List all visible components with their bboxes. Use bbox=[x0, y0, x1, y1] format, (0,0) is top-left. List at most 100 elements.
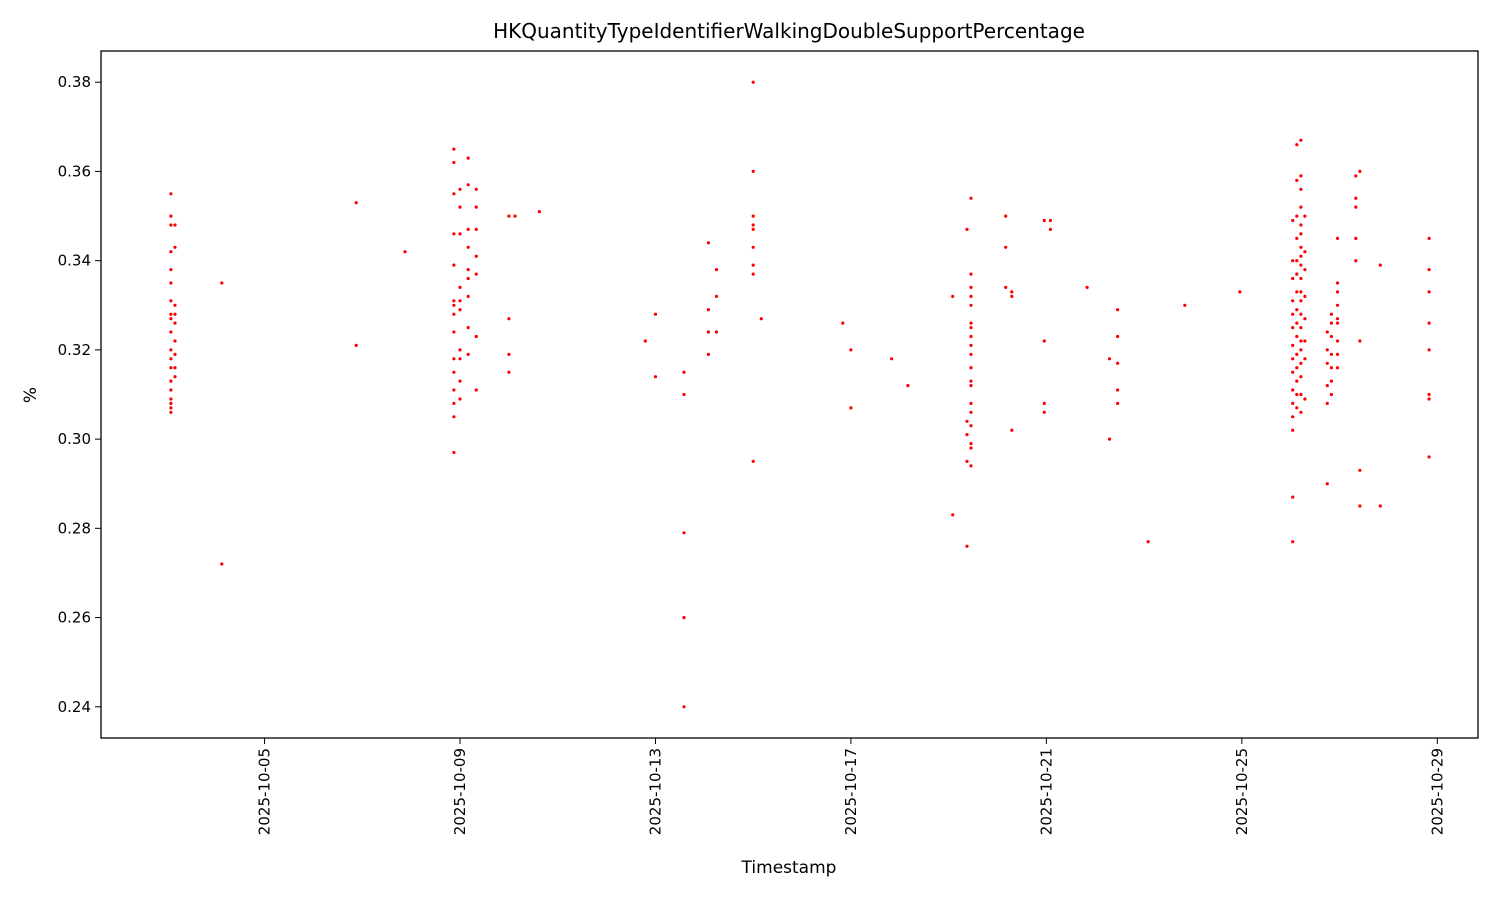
data-point bbox=[474, 227, 478, 231]
data-point bbox=[1354, 205, 1358, 209]
data-point bbox=[969, 379, 973, 383]
data-point bbox=[682, 705, 686, 709]
data-point bbox=[1303, 339, 1307, 343]
data-point bbox=[452, 160, 456, 165]
data-point bbox=[1335, 281, 1340, 285]
data-point bbox=[1295, 406, 1299, 410]
data-point bbox=[452, 388, 456, 392]
data-point bbox=[474, 388, 478, 392]
data-point bbox=[1048, 218, 1052, 223]
data-point bbox=[1291, 540, 1295, 544]
data-point bbox=[1303, 294, 1307, 298]
data-point bbox=[714, 294, 719, 298]
data-point bbox=[1291, 495, 1295, 499]
data-point bbox=[169, 401, 173, 405]
data-point bbox=[751, 227, 755, 231]
data-point bbox=[1335, 303, 1340, 307]
data-point bbox=[965, 433, 969, 437]
data-point bbox=[1295, 178, 1299, 182]
data-point bbox=[452, 415, 456, 419]
data-point bbox=[173, 223, 177, 227]
data-point bbox=[452, 263, 456, 267]
data-point bbox=[1427, 348, 1431, 352]
data-point bbox=[354, 201, 358, 205]
data-point bbox=[452, 401, 456, 405]
data-point bbox=[169, 348, 173, 352]
data-point bbox=[706, 330, 711, 334]
data-point bbox=[969, 294, 973, 298]
data-point bbox=[1010, 290, 1014, 294]
data-point bbox=[1295, 379, 1299, 383]
data-point bbox=[1238, 290, 1242, 294]
data-point bbox=[965, 419, 969, 423]
data-point bbox=[969, 401, 973, 405]
data-point bbox=[1048, 227, 1052, 231]
data-point bbox=[458, 232, 462, 236]
data-point bbox=[1299, 348, 1303, 352]
data-point bbox=[474, 205, 478, 209]
data-point bbox=[452, 312, 456, 316]
data-point bbox=[682, 616, 686, 620]
data-point bbox=[466, 294, 470, 298]
data-point bbox=[1299, 174, 1303, 178]
data-point bbox=[173, 303, 177, 307]
data-point bbox=[1116, 388, 1120, 392]
data-point bbox=[969, 410, 973, 414]
data-point bbox=[1378, 504, 1382, 508]
data-point bbox=[951, 294, 955, 298]
x-tick-label: 2025-10-25 bbox=[1233, 748, 1251, 835]
y-tick-label: 0.38 bbox=[58, 73, 91, 91]
data-point bbox=[1183, 303, 1187, 307]
data-point bbox=[507, 317, 511, 321]
data-point bbox=[706, 241, 711, 245]
data-point bbox=[452, 370, 456, 374]
data-point bbox=[1042, 218, 1046, 223]
y-axis-ticks: 0.24 0.26 0.28 0.30 0.32 0.34 0.36 0.38 bbox=[58, 73, 101, 716]
data-point bbox=[1291, 312, 1295, 316]
data-point bbox=[751, 223, 755, 227]
data-point bbox=[1299, 245, 1303, 249]
data-point bbox=[1329, 321, 1333, 325]
data-point bbox=[906, 384, 910, 388]
data-point bbox=[452, 450, 456, 455]
data-point bbox=[969, 334, 973, 339]
data-point bbox=[474, 334, 478, 339]
data-point bbox=[653, 312, 658, 316]
data-point bbox=[714, 268, 719, 272]
x-tick-label: 2025-10-17 bbox=[842, 748, 860, 835]
data-point bbox=[1299, 187, 1303, 191]
data-point bbox=[452, 303, 456, 307]
data-point bbox=[1335, 236, 1340, 240]
data-point bbox=[169, 406, 173, 410]
data-point bbox=[458, 187, 462, 191]
data-point bbox=[1295, 290, 1299, 294]
y-axis-title: % bbox=[21, 387, 41, 403]
data-point bbox=[1116, 361, 1120, 365]
data-point bbox=[1299, 392, 1303, 397]
data-point bbox=[969, 352, 973, 356]
data-point bbox=[1299, 232, 1303, 236]
x-tick-label: 2025-10-21 bbox=[1037, 748, 1055, 835]
data-point bbox=[169, 192, 173, 196]
data-point bbox=[169, 388, 173, 392]
data-point bbox=[1325, 330, 1329, 334]
data-point bbox=[1325, 482, 1329, 486]
data-point bbox=[1354, 259, 1358, 263]
data-point bbox=[969, 285, 973, 289]
data-point bbox=[169, 268, 173, 272]
data-point bbox=[173, 366, 177, 370]
y-tick-label: 0.32 bbox=[58, 341, 91, 359]
data-point bbox=[1325, 348, 1329, 352]
data-point bbox=[466, 268, 470, 272]
data-point bbox=[1299, 299, 1303, 303]
data-point bbox=[969, 442, 973, 446]
data-point bbox=[1299, 263, 1303, 267]
data-point bbox=[1329, 312, 1333, 316]
data-point bbox=[1299, 205, 1303, 209]
data-point bbox=[969, 366, 973, 370]
data-point bbox=[1299, 254, 1303, 258]
data-point bbox=[1335, 317, 1340, 321]
data-point bbox=[1291, 401, 1295, 405]
data-point bbox=[1085, 285, 1089, 289]
data-point bbox=[1116, 308, 1120, 312]
